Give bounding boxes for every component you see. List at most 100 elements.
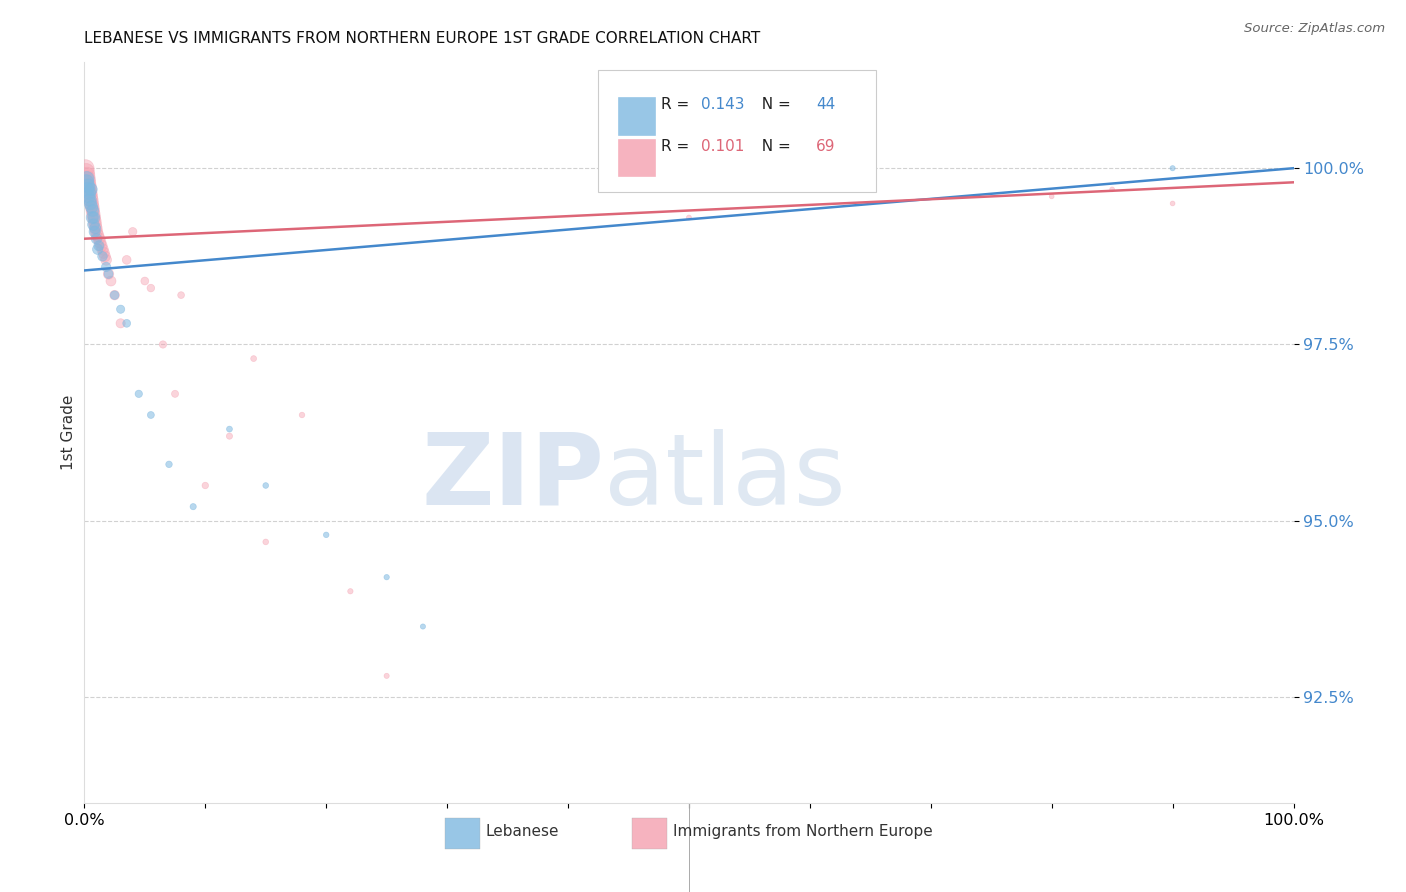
Point: [86, 225, 108, 239]
Point: [80, 193, 103, 207]
Point: [80, 182, 103, 196]
Point: [80, 200, 103, 214]
Point: [89, 235, 111, 250]
Point: [91, 249, 114, 263]
Point: [115, 252, 138, 267]
Point: [87, 239, 110, 253]
Point: [77, 186, 100, 200]
Point: [412, 619, 434, 633]
Text: R =: R =: [661, 138, 695, 153]
Point: [84, 221, 107, 235]
Point: [115, 316, 138, 330]
Point: [194, 478, 217, 492]
Text: LEBANESE VS IMMIGRANTS FROM NORTHERN EUROPE 1ST GRADE CORRELATION CHART: LEBANESE VS IMMIGRANTS FROM NORTHERN EUR…: [84, 31, 761, 46]
Point: [77, 178, 100, 193]
Text: N =: N =: [752, 138, 796, 153]
FancyBboxPatch shape: [617, 138, 657, 178]
Point: [678, 211, 700, 225]
Point: [121, 225, 143, 239]
Text: R =: R =: [661, 97, 695, 112]
Point: [1161, 196, 1184, 211]
Point: [254, 478, 277, 492]
Point: [218, 422, 240, 436]
Point: [86, 242, 108, 256]
Point: [339, 584, 361, 599]
Point: [79, 186, 101, 200]
Point: [315, 528, 337, 542]
Point: [375, 669, 398, 683]
Point: [82, 207, 104, 221]
Text: 69: 69: [815, 138, 835, 153]
Point: [242, 351, 264, 366]
Point: [94, 252, 117, 267]
Point: [181, 500, 204, 514]
Point: [83, 214, 105, 228]
Point: [76, 171, 98, 186]
Point: [375, 570, 398, 584]
Point: [75, 175, 97, 189]
Text: 44: 44: [815, 97, 835, 112]
Point: [104, 288, 127, 302]
Point: [77, 182, 100, 196]
Point: [84, 218, 107, 232]
Point: [218, 429, 240, 443]
Point: [1040, 189, 1063, 203]
Text: atlas: atlas: [605, 428, 846, 525]
Point: [94, 260, 117, 274]
Point: [79, 193, 101, 207]
Point: [80, 196, 103, 211]
Point: [86, 228, 108, 243]
Point: [82, 203, 104, 218]
Point: [165, 387, 187, 401]
Point: [110, 316, 132, 330]
Point: [82, 200, 104, 214]
Point: [104, 288, 127, 302]
Point: [139, 408, 162, 422]
Point: [94, 249, 117, 263]
Point: [152, 337, 174, 351]
Text: ZIP: ZIP: [422, 428, 605, 525]
Text: 0.143: 0.143: [702, 97, 745, 112]
Point: [76, 171, 98, 186]
Point: [82, 203, 104, 218]
Point: [100, 274, 122, 288]
Point: [77, 175, 100, 189]
Text: 0.101: 0.101: [702, 138, 744, 153]
Point: [139, 281, 162, 295]
Text: Lebanese: Lebanese: [486, 823, 560, 838]
FancyBboxPatch shape: [633, 818, 668, 848]
FancyBboxPatch shape: [617, 97, 657, 136]
Point: [82, 211, 104, 225]
Point: [84, 221, 107, 235]
Point: [134, 274, 156, 288]
Point: [86, 232, 108, 246]
FancyBboxPatch shape: [599, 70, 876, 192]
Point: [77, 178, 100, 193]
Point: [128, 387, 150, 401]
Text: Source: ZipAtlas.com: Source: ZipAtlas.com: [1244, 22, 1385, 36]
Text: N =: N =: [752, 97, 796, 112]
Point: [110, 302, 132, 317]
Text: Immigrants from Northern Europe: Immigrants from Northern Europe: [673, 823, 934, 838]
Point: [82, 218, 104, 232]
Point: [77, 189, 100, 203]
Point: [97, 267, 120, 281]
Point: [1161, 161, 1184, 176]
Point: [170, 288, 193, 302]
Point: [1101, 182, 1123, 196]
Point: [91, 242, 114, 256]
Point: [254, 535, 277, 549]
Point: [97, 267, 120, 281]
Point: [93, 245, 115, 260]
Point: [76, 168, 98, 182]
Point: [79, 196, 101, 211]
Point: [157, 458, 180, 472]
Point: [90, 239, 112, 253]
Point: [87, 232, 110, 246]
Point: [291, 408, 314, 422]
Point: [79, 189, 101, 203]
Point: [83, 225, 105, 239]
Point: [83, 211, 105, 225]
Y-axis label: 1st Grade: 1st Grade: [60, 395, 76, 470]
FancyBboxPatch shape: [444, 818, 479, 848]
